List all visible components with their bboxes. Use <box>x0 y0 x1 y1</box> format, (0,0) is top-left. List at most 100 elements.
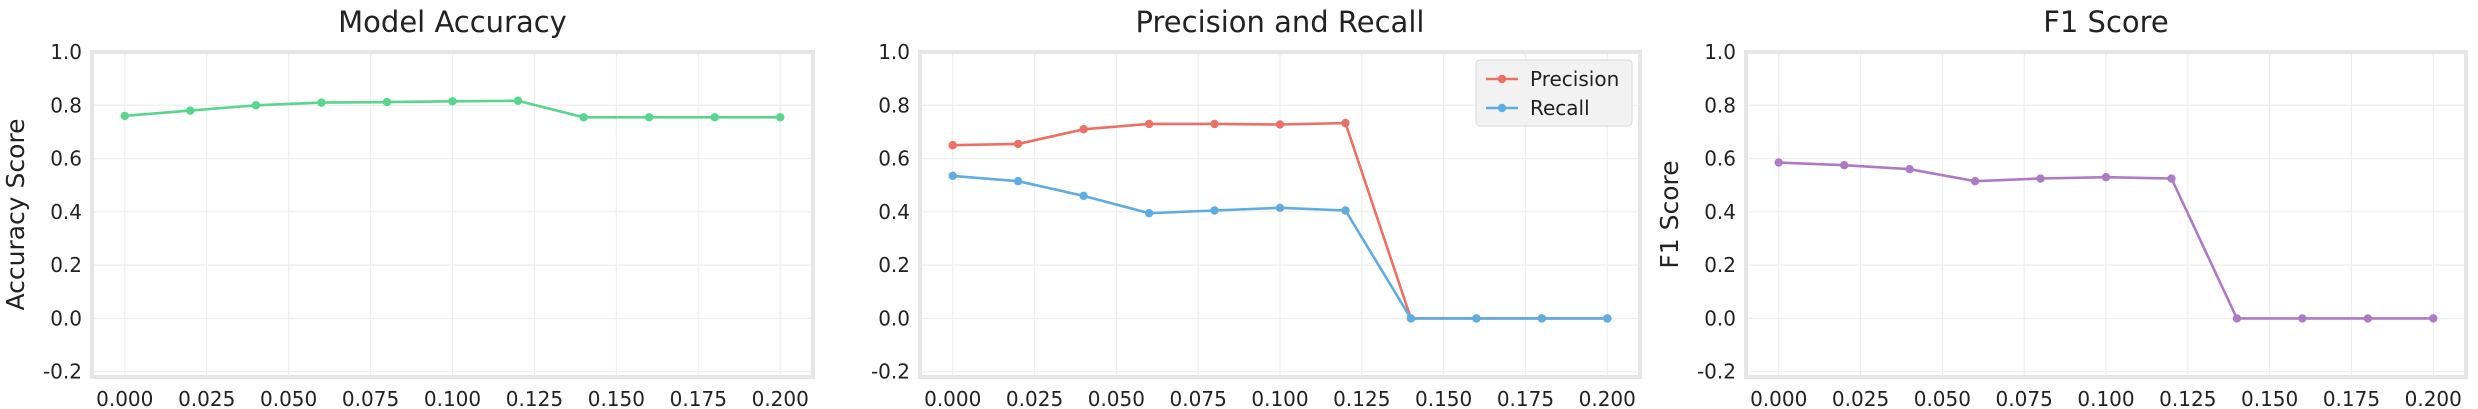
precision-recall-x-tick-label: 0.175 <box>1497 387 1554 409</box>
precision-recall-series-recall-point <box>948 171 957 181</box>
f1-y-tick-label: 0.4 <box>1704 200 1736 224</box>
precision-recall-x-tick-label: 0.025 <box>1006 387 1063 409</box>
f1-y-tick-label: 1.0 <box>1704 40 1736 64</box>
accuracy-x-tick-label: 0.025 <box>178 387 235 409</box>
accuracy-plot-frame <box>90 50 815 379</box>
f1-x-tick-label: 0.150 <box>2241 387 2298 409</box>
accuracy-chart-title: Model Accuracy <box>338 5 567 39</box>
precision-recall-plot-frame <box>918 50 1642 379</box>
f1-series-line-point <box>1905 165 1914 174</box>
accuracy-x-tick-label: 0.150 <box>588 387 645 409</box>
precision-recall-y-tick-label: 0.8 <box>878 93 910 117</box>
accuracy-x-tick-label: 0.075 <box>342 387 399 409</box>
legend-box <box>1475 59 1633 127</box>
f1-grid <box>1746 51 2466 377</box>
accuracy-y-tick-label: 0.6 <box>50 147 82 171</box>
f1-series-line-point <box>2363 314 2373 323</box>
accuracy-series-line-point <box>382 97 392 107</box>
f1-x-tick-label: 0.175 <box>2323 387 2380 409</box>
accuracy-y-axis-label: Accuracy Score <box>1 118 30 310</box>
precision-recall-panel: Precision and Recall 0.000 0.025 0.050 0.07… <box>871 5 1642 409</box>
precision-recall-series-recall-point <box>1406 314 1416 323</box>
f1-x-tick-label: 0.075 <box>1996 387 2053 409</box>
precision-recall-x-tick-label: 0.200 <box>1579 387 1636 409</box>
f1-y-tick-label: -0.2 <box>1697 360 1736 384</box>
precision-recall-x-tick-label: 0.075 <box>1170 387 1227 409</box>
legend-recall-label: Recall <box>1530 96 1590 120</box>
f1-series-line-point <box>1970 177 1980 186</box>
precision-recall-y-tick-label: 1.0 <box>878 40 910 64</box>
f1-panel: F1 Score F1 Score 0.000 0.025 0.050 0.075 0.… <box>1655 5 2468 409</box>
accuracy-series-line-point <box>186 106 195 115</box>
accuracy-y-tick-label: 1.0 <box>50 40 82 64</box>
precision-recall-y-tick-label: 0.4 <box>878 200 910 224</box>
f1-series-line-point <box>2036 174 2045 183</box>
precision-recall-x-tick-label: 0.150 <box>1415 387 1472 409</box>
precision-recall-series-recall-point <box>1210 206 1219 215</box>
legend: Precision Recall <box>1475 59 1633 127</box>
precision-recall-y-tick-label: -0.2 <box>871 360 910 384</box>
f1-x-tick-label: 0.025 <box>1832 387 1889 409</box>
accuracy-x-tick-label: 0.175 <box>670 387 727 409</box>
precision-recall-series-precision-point <box>1079 125 1088 134</box>
precision-recall-series-precision-point <box>1013 139 1023 149</box>
f1-x-tick-label: 0.100 <box>2077 387 2134 409</box>
accuracy-series-line-point <box>120 111 129 121</box>
legend-precision-label: Precision <box>1530 67 1619 91</box>
precision-recall-x-tick-label: 0.125 <box>1333 387 1390 409</box>
accuracy-series-line-point <box>776 113 785 122</box>
precision-recall-series-precision-point <box>1144 119 1154 129</box>
accuracy-x-tick-label: 0.100 <box>424 387 481 409</box>
f1-x-tick-label: 0.125 <box>2159 387 2216 409</box>
f1-y-axis-label: F1 Score <box>1655 160 1684 268</box>
precision-recall-series-recall-point <box>1537 314 1547 323</box>
accuracy-x-tick-label: 0.050 <box>260 387 317 409</box>
f1-series-line-point <box>2429 314 2438 323</box>
precision-recall-series-precision-point <box>948 141 957 150</box>
accuracy-y-tick-label: 0.8 <box>50 93 82 117</box>
precision-recall-series-recall-point <box>1275 203 1285 213</box>
accuracy-series-line-point <box>579 113 588 122</box>
f1-series-line-point <box>1839 161 1849 170</box>
precision-recall-y-tick-label: 0.0 <box>878 306 910 330</box>
f1-y-tick-label: 0.0 <box>1704 306 1736 330</box>
f1-series-line-point <box>2167 174 2176 183</box>
precision-recall-series-recall-point <box>1144 208 1154 218</box>
accuracy-y-tick-label: -0.2 <box>43 360 82 384</box>
precision-recall-series-precision-point <box>1210 119 1219 129</box>
f1-x-tick-label: 0.000 <box>1750 387 1807 409</box>
precision-recall-y-tick-label: 0.6 <box>878 147 910 171</box>
accuracy-series-line-point <box>251 101 261 110</box>
precision-recall-series-recall-point <box>1603 314 1612 323</box>
precision-recall-series-recall-point <box>1472 314 1481 323</box>
precision-recall-x-tick-label: 0.000 <box>924 387 981 409</box>
accuracy-x-tick-label: 0.125 <box>506 387 563 409</box>
f1-series-line-point <box>2101 173 2111 182</box>
legend-recall-marker <box>1497 103 1507 113</box>
f1-y-tick-label: 0.8 <box>1704 93 1736 117</box>
accuracy-x-tick-label: 0.000 <box>96 387 153 409</box>
f1-chart-title: F1 Score <box>2043 5 2169 39</box>
accuracy-series-line-point <box>448 97 457 106</box>
f1-series-line-point <box>2232 314 2242 323</box>
precision-recall-series-recall-point <box>1079 191 1088 201</box>
f1-series-line-point <box>1774 158 1783 167</box>
f1-series-line-point <box>2298 314 2307 323</box>
f1-y-tick-label: 0.6 <box>1704 147 1736 171</box>
accuracy-y-tick-label: 0.4 <box>50 200 82 224</box>
f1-x-tick-label: 0.050 <box>1914 387 1971 409</box>
legend-precision-marker <box>1497 74 1507 84</box>
accuracy-y-tick-label: 0.0 <box>50 306 82 330</box>
accuracy-panel: Model Accuracy Accuracy Score 0.000 0.025… <box>1 5 815 409</box>
accuracy-series-line-point <box>710 113 719 122</box>
accuracy-series-line-point <box>513 96 523 105</box>
precision-recall-series-recall-point <box>1341 206 1350 215</box>
f1-y-tick-label: 0.2 <box>1704 253 1736 277</box>
f1-plot-frame <box>1744 50 2468 379</box>
precision-recall-chart-title: Precision and Recall <box>1136 5 1425 39</box>
precision-recall-series-precision-point <box>1341 118 1350 128</box>
precision-recall-series-recall-point <box>1013 177 1023 186</box>
accuracy-x-tick-label: 0.200 <box>752 387 809 409</box>
precision-recall-y-tick-label: 0.2 <box>878 253 910 277</box>
